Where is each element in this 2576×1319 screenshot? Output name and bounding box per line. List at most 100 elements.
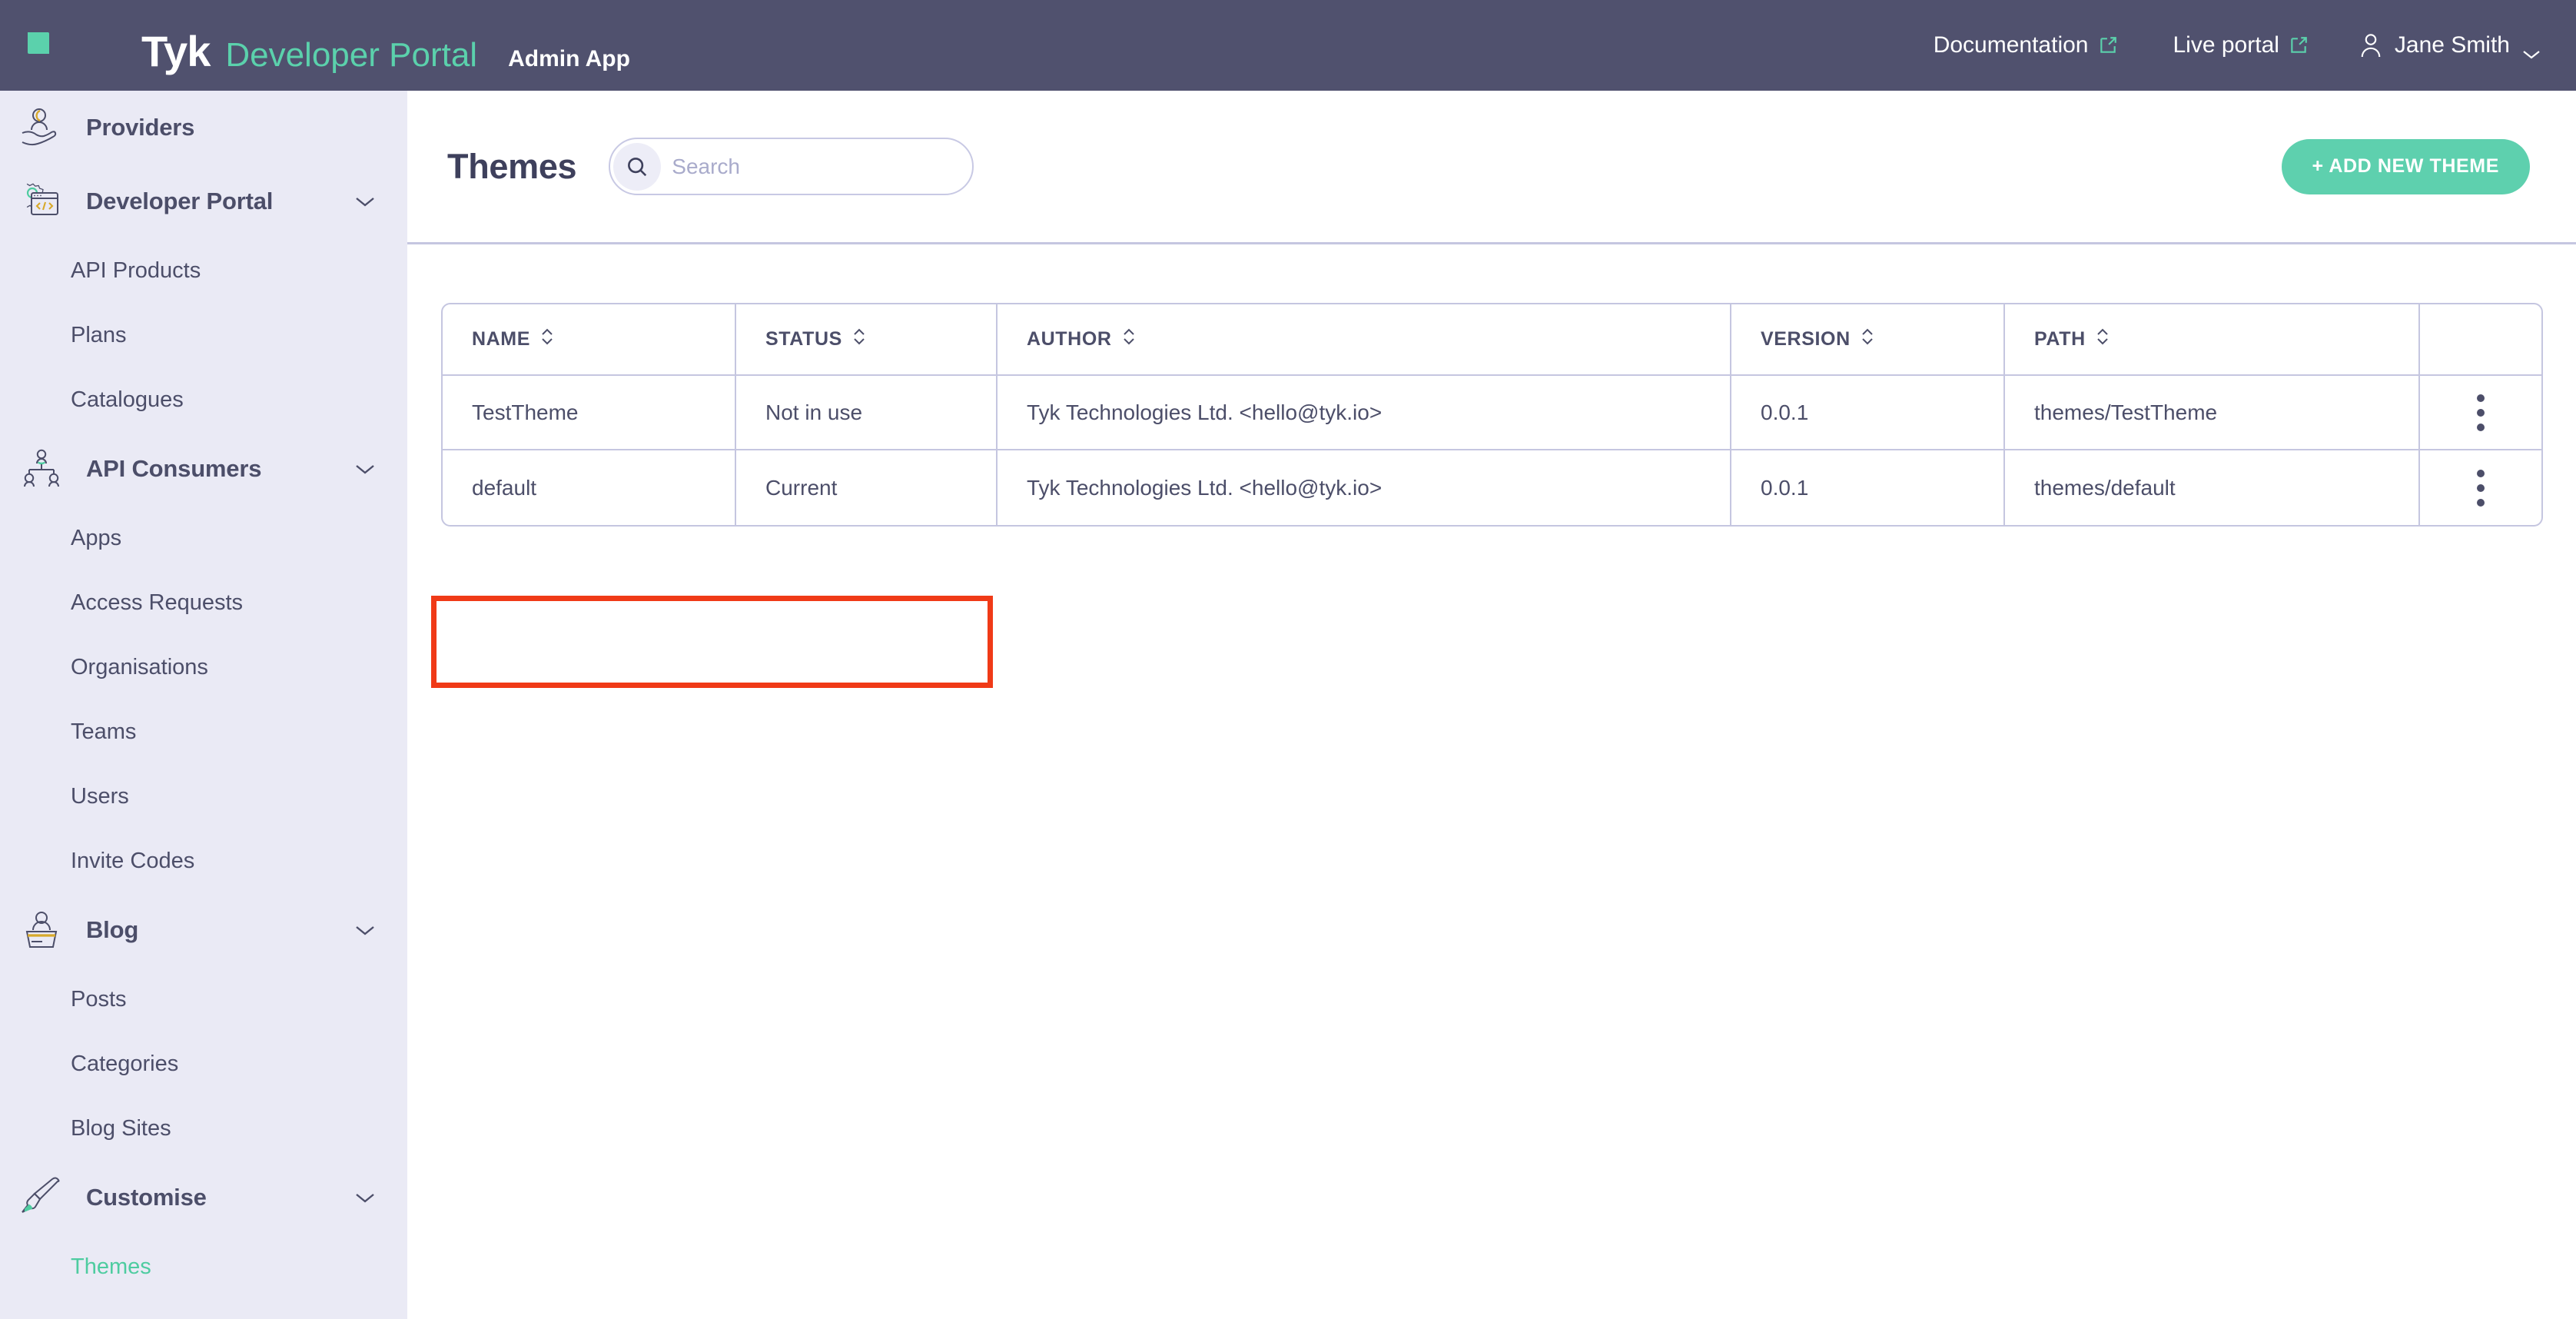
sidebar-item-users[interactable]: Users (0, 764, 407, 829)
sidebar-item-access-requests[interactable]: Access Requests (0, 570, 407, 635)
brand-logo[interactable]: Tyk Developer Portal Admin App (0, 18, 630, 73)
user-menu[interactable]: Jane Smith (2359, 32, 2541, 59)
tyk-logo-icon (26, 18, 141, 66)
table-area: NAME STATUS (407, 242, 2576, 688)
external-link-icon (2289, 35, 2309, 55)
person-icon (2359, 32, 2382, 58)
sidebar-item-label: Catalogues (71, 387, 184, 412)
cell-author: Tyk Technologies Ltd. <hello@tyk.io> (998, 450, 1731, 525)
sidebar: Providers Developer Portal API Products (0, 91, 407, 1319)
top-bar-right: Documentation Live portal Jane Smith (1878, 32, 2576, 59)
sidebar-item-themes[interactable]: Themes (0, 1234, 407, 1299)
sidebar-item-label: Posts (71, 986, 127, 1012)
table-row[interactable]: TestTheme Not in use Tyk Technologies Lt… (443, 376, 2541, 450)
live-portal-label: Live portal (2173, 32, 2279, 58)
cell-path: themes/default (2005, 450, 2420, 525)
sidebar-group-developer-portal[interactable]: Developer Portal (0, 164, 407, 238)
cell-path: themes/TestTheme (2005, 376, 2420, 450)
sidebar-item-label: Teams (71, 719, 137, 744)
cell-name: TestTheme (443, 376, 736, 450)
search-box[interactable] (609, 138, 974, 195)
sidebar-item-catalogues[interactable]: Catalogues (0, 367, 407, 432)
sidebar-item-label: Invite Codes (71, 848, 195, 873)
table-head: NAME STATUS (443, 304, 2541, 376)
sidebar-item-categories[interactable]: Categories (0, 1032, 407, 1096)
sidebar-item-label: Plans (71, 322, 127, 347)
documentation-label: Documentation (1933, 32, 2089, 58)
sidebar-group-label: Developer Portal (86, 188, 274, 214)
external-link-icon (2098, 35, 2118, 55)
sidebar-group-api-consumers[interactable]: API Consumers (0, 432, 407, 506)
user-name: Jane Smith (2394, 32, 2510, 58)
cell-version: 0.0.1 (1731, 376, 2005, 450)
sidebar-item-invite-codes[interactable]: Invite Codes (0, 829, 407, 893)
top-bar: Tyk Developer Portal Admin App Documenta… (0, 0, 2576, 91)
sidebar-item-apps[interactable]: Apps (0, 506, 407, 570)
live-portal-link[interactable]: Live portal (2173, 32, 2309, 58)
themes-table: NAME STATUS (441, 303, 2543, 527)
sidebar-item-label: Access Requests (71, 590, 244, 615)
cell-author: Tyk Technologies Ltd. <hello@tyk.io> (998, 376, 1731, 450)
chevron-down-icon[interactable] (355, 1192, 375, 1204)
column-header-version[interactable]: VERSION (1731, 304, 2005, 376)
search-input[interactable] (672, 143, 949, 190)
sort-chevrons-icon[interactable] (1122, 327, 1136, 352)
main-content: Themes + ADD NEW THEME NAME (407, 91, 2576, 1319)
column-header-label: STATUS (765, 328, 842, 350)
cell-status: Not in use (736, 376, 998, 450)
sidebar-item-label: Users (71, 783, 129, 809)
sidebar-item-teams[interactable]: Teams (0, 699, 407, 764)
sidebar-group-label: Providers (86, 114, 195, 141)
table-header-row: NAME STATUS (443, 304, 2541, 376)
sidebar-item-label: Apps (71, 525, 122, 550)
sort-chevrons-icon[interactable] (1861, 327, 1874, 352)
sidebar-item-posts[interactable]: Posts (0, 967, 407, 1032)
documentation-link[interactable]: Documentation (1934, 32, 2118, 58)
kebab-menu-icon[interactable] (2449, 469, 2541, 507)
add-new-theme-button[interactable]: + ADD NEW THEME (2281, 138, 2530, 194)
cell-status: Current (736, 450, 998, 525)
sort-chevrons-icon[interactable] (2096, 327, 2110, 352)
cell-actions (2420, 450, 2541, 525)
cell-actions (2420, 376, 2541, 450)
chevron-down-icon (2522, 40, 2541, 59)
sidebar-item-label: API Products (71, 257, 201, 283)
sidebar-item-label: Organisations (71, 654, 208, 679)
chevron-down-icon[interactable] (355, 196, 375, 208)
sidebar-group-providers[interactable]: Providers (0, 91, 407, 164)
sort-chevrons-icon[interactable] (852, 327, 866, 352)
column-header-actions (2420, 304, 2541, 376)
column-header-label: PATH (2034, 328, 2086, 350)
sidebar-group-blog[interactable]: Blog (0, 893, 407, 967)
search-icon (613, 142, 662, 191)
kebab-menu-icon[interactable] (2449, 394, 2541, 431)
sidebar-item-plans[interactable]: Plans (0, 303, 407, 367)
sidebar-item-label: Themes (71, 1254, 151, 1279)
brand-name: Tyk (141, 26, 211, 75)
sidebar-item-api-products[interactable]: API Products (0, 238, 407, 303)
annotation-highlight (431, 596, 993, 688)
column-header-label: VERSION (1761, 328, 1851, 350)
column-header-status[interactable]: STATUS (736, 304, 998, 376)
org-chart-people-icon (17, 446, 66, 492)
podium-speaker-icon (17, 907, 66, 953)
sidebar-group-label: Customise (86, 1184, 207, 1211)
column-header-label: NAME (472, 328, 531, 350)
sidebar-item-organisations[interactable]: Organisations (0, 635, 407, 699)
table-row[interactable]: default Current Tyk Technologies Ltd. <h… (443, 450, 2541, 525)
cell-name: default (443, 450, 736, 525)
column-header-author[interactable]: AUTHOR (998, 304, 1731, 376)
brand-product: Developer Portal (225, 35, 478, 74)
sidebar-item-blog-sites[interactable]: Blog Sites (0, 1096, 407, 1161)
sidebar-group-label: API Consumers (86, 455, 262, 482)
chevron-down-icon[interactable] (355, 925, 375, 936)
table-body: TestTheme Not in use Tyk Technologies Lt… (443, 376, 2541, 525)
chevron-down-icon[interactable] (355, 463, 375, 475)
sidebar-group-label: Blog (86, 916, 139, 943)
column-header-name[interactable]: NAME (443, 304, 736, 376)
sort-chevrons-icon[interactable] (540, 327, 554, 352)
column-header-label: AUTHOR (1027, 328, 1112, 350)
cell-version: 0.0.1 (1731, 450, 2005, 525)
column-header-path[interactable]: PATH (2005, 304, 2420, 376)
sidebar-group-customise[interactable]: Customise (0, 1161, 407, 1234)
